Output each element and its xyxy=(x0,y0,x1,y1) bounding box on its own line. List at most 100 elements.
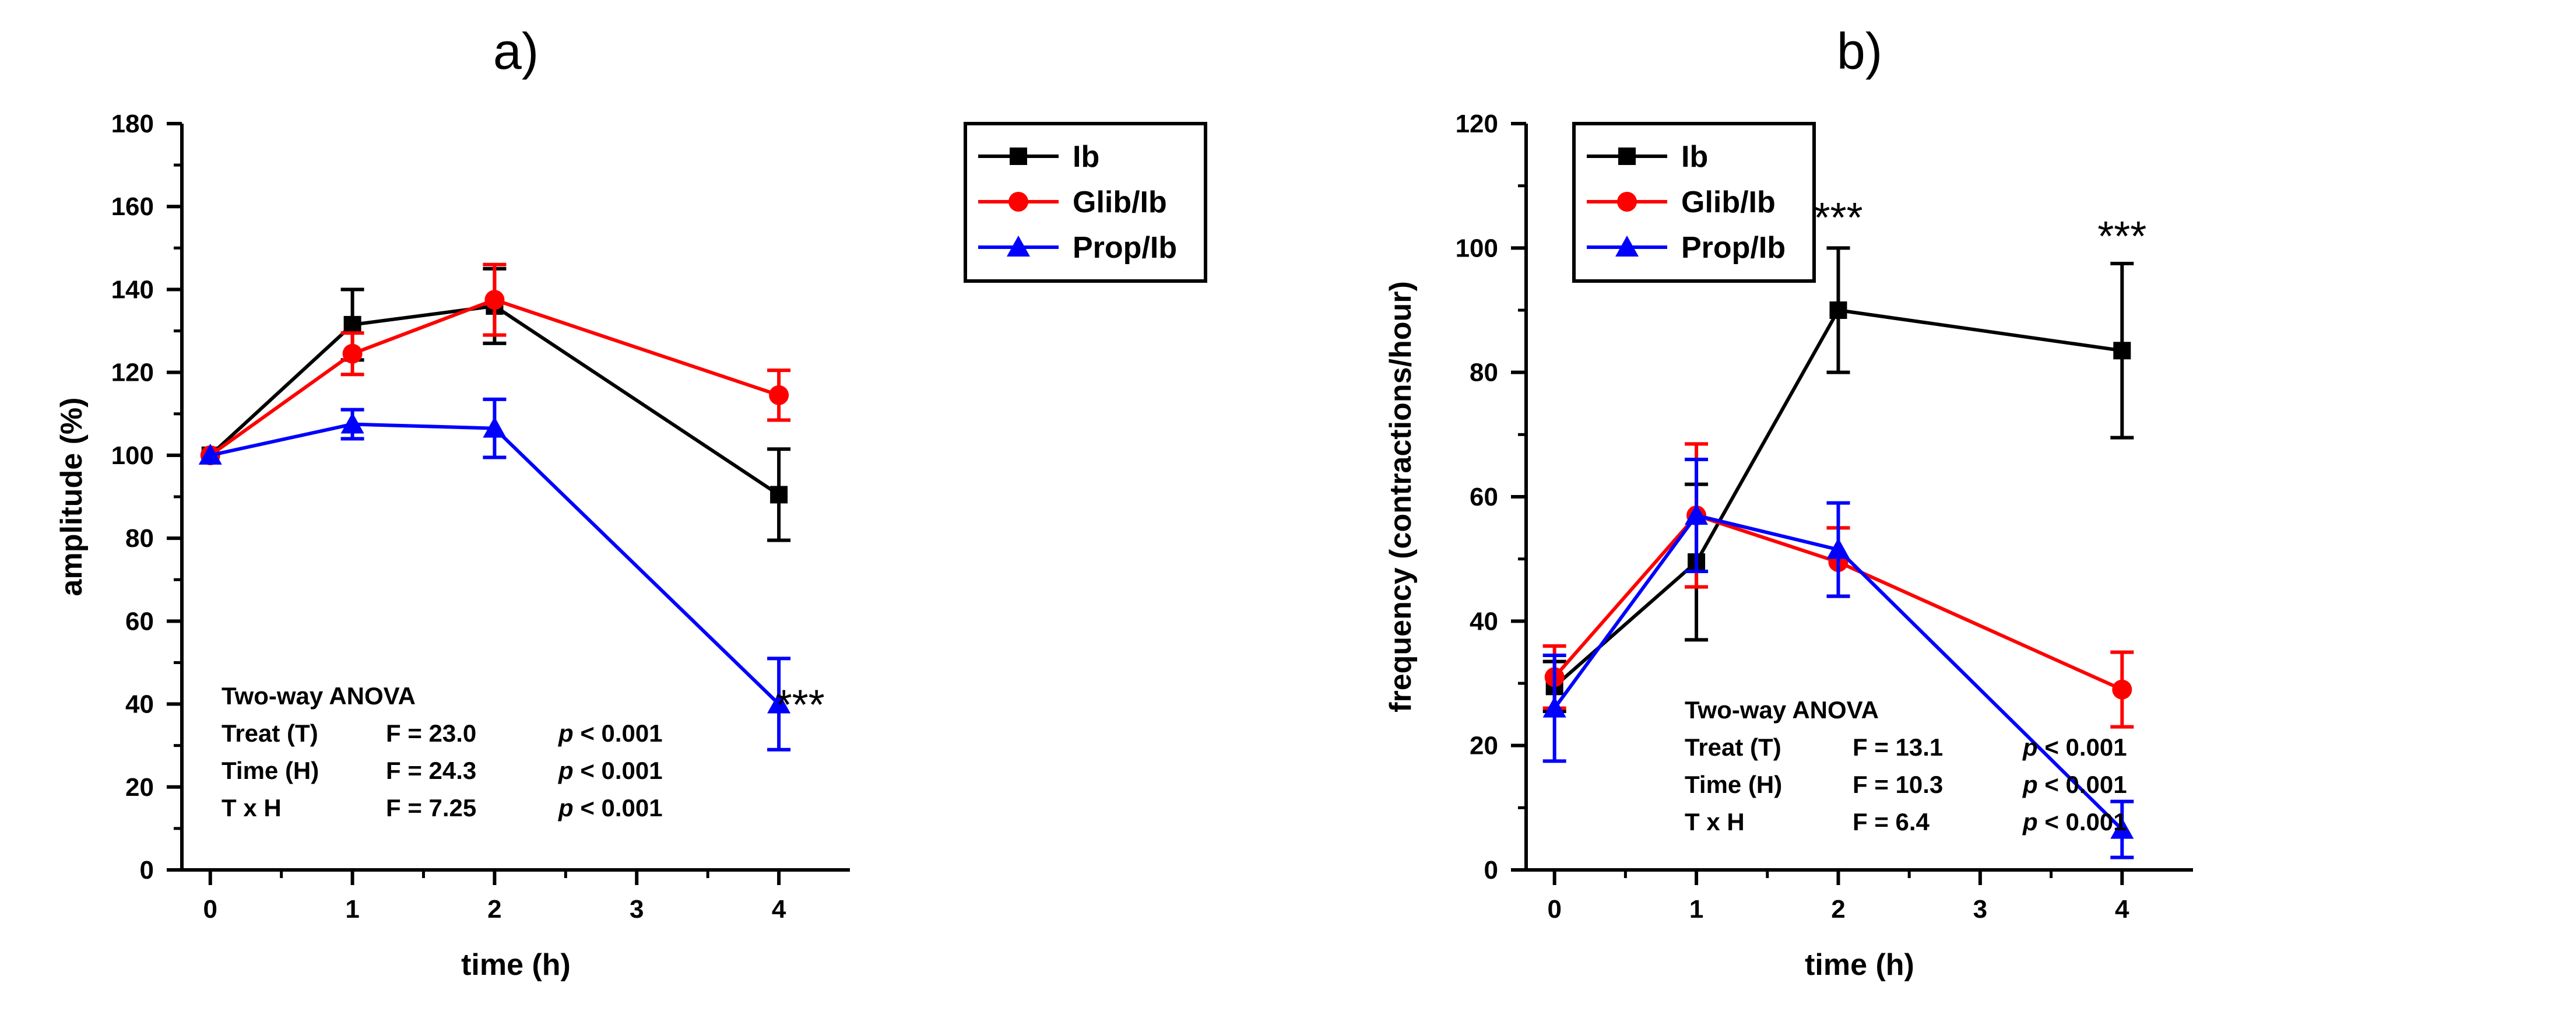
legend-label: Ib xyxy=(1681,140,1708,174)
anova-p-value: p < 0.001 xyxy=(2022,771,2127,798)
data-point xyxy=(2112,679,2132,700)
legend-marker xyxy=(1615,236,1639,257)
data-point xyxy=(769,385,789,405)
series-line xyxy=(210,422,781,705)
legend-label: Glib/Ib xyxy=(1073,185,1167,219)
y-tick-label: 60 xyxy=(1470,483,1498,511)
anova-table: Two-way ANOVA Treat (T) F = 23.0 p < 0.001 T… xyxy=(222,682,663,822)
legend-label: Glib/Ib xyxy=(1681,185,1776,219)
y-tick-label: 80 xyxy=(125,524,154,553)
anova-p-value: p < 0.001 xyxy=(558,719,663,747)
x-tick-label: 4 xyxy=(772,895,786,924)
anova-p-symbol: p xyxy=(558,719,574,747)
data-point xyxy=(2110,817,2134,839)
y-tick-label: 0 xyxy=(140,856,154,884)
anova-factor-label: T x H xyxy=(1685,808,1745,836)
x-tick-label: 0 xyxy=(203,895,217,924)
data-point xyxy=(767,692,791,714)
anova-f-value: F = 24.3 xyxy=(386,757,476,784)
anova-p-value: p < 0.001 xyxy=(2022,733,2127,761)
x-tick-label: 3 xyxy=(630,895,644,924)
anova-f-value: F = 23.0 xyxy=(386,719,476,747)
anova-f-value: F = 13.1 xyxy=(1853,733,1943,761)
y-tick-label: 20 xyxy=(125,773,154,802)
series-line xyxy=(209,298,780,457)
panel-b: b) 0 20 40 60 80 100 120 0 1 2 3 4 time (h) frequency … xyxy=(1384,22,2193,982)
significance-label: *** xyxy=(2097,213,2146,260)
anova-p-symbol: p xyxy=(558,757,574,784)
anova-p-threshold: < 0.001 xyxy=(2038,808,2127,836)
anova-f-value: F = 7.25 xyxy=(386,794,476,822)
anova-p-value: p < 0.001 xyxy=(558,794,663,822)
y-axis-label: amplitude (%) xyxy=(55,398,89,596)
series-prop-ib xyxy=(198,397,791,752)
y-tick-label: 80 xyxy=(1470,359,1498,387)
data-point xyxy=(1542,696,1566,718)
anova-p-threshold: < 0.001 xyxy=(2038,771,2127,798)
anova-table: Two-way ANOVA Treat (T) F = 13.1 p < 0.001 T… xyxy=(1685,696,2127,836)
significance-label: *** xyxy=(776,682,825,729)
x-tick-label: 0 xyxy=(1547,895,1561,924)
series-line xyxy=(1553,513,2123,691)
y-tick-label: 60 xyxy=(125,607,154,636)
data-point xyxy=(1685,504,1709,525)
y-tick-label: 120 xyxy=(1456,110,1498,138)
x-axis-label: time (h) xyxy=(461,948,571,982)
data-point xyxy=(1829,301,1847,319)
panel-title: a) xyxy=(493,22,539,80)
legend-label: Prop/Ib xyxy=(1073,231,1177,265)
y-tick-label: 140 xyxy=(111,275,154,304)
y-tick-label: 100 xyxy=(111,441,154,470)
legend-marker xyxy=(1617,192,1637,212)
anova-f-value: F = 10.3 xyxy=(1853,771,1943,798)
series-line xyxy=(1553,513,2124,831)
y-tick-label: 40 xyxy=(1470,607,1498,636)
data-point xyxy=(1826,538,1850,559)
series-ib xyxy=(1542,246,2134,713)
anova-title: Two-way ANOVA xyxy=(1685,696,1879,724)
legend-marker xyxy=(1008,192,1028,212)
data-point xyxy=(484,290,505,310)
anova-p-symbol: p xyxy=(558,794,574,822)
anova-factor-label: Time (H) xyxy=(222,757,319,784)
legend-marker xyxy=(1618,148,1636,165)
data-point xyxy=(483,416,507,438)
y-tick-label: 160 xyxy=(111,192,154,221)
anova-p-threshold: < 0.001 xyxy=(574,757,663,784)
x-tick-label: 2 xyxy=(487,895,501,924)
x-tick-label: 3 xyxy=(1973,895,1987,924)
anova-factor-label: Time (H) xyxy=(1685,771,1782,798)
x-axis-label: time (h) xyxy=(1805,948,1914,982)
legend-marker xyxy=(1007,236,1030,257)
anova-f-value: F = 6.4 xyxy=(1853,808,1930,836)
anova-factor-label: Treat (T) xyxy=(222,719,318,747)
y-tick-label: 40 xyxy=(125,690,154,719)
data-point xyxy=(2113,342,2131,360)
anova-factor-label: T x H xyxy=(222,794,282,822)
significance-label: *** xyxy=(1814,195,1862,241)
anova-p-symbol: p xyxy=(2022,771,2038,798)
anova-p-threshold: < 0.001 xyxy=(574,794,663,822)
anova-p-symbol: p xyxy=(2022,808,2038,836)
y-tick-label: 0 xyxy=(1484,856,1498,884)
anova-p-threshold: < 0.001 xyxy=(2038,733,2127,761)
data-point xyxy=(770,486,788,504)
panel-a: a) 0 20 40 60 80 100 120 140 160 180 0 1 2 3 4 time (h) a… xyxy=(55,22,1207,982)
legend-marker xyxy=(1010,148,1027,165)
x-tick-label: 1 xyxy=(345,895,359,924)
y-tick-label: 180 xyxy=(111,110,154,138)
anova-factor-label: Treat (T) xyxy=(1685,733,1781,761)
y-tick-label: 20 xyxy=(1470,732,1498,760)
legend-label: Ib xyxy=(1073,140,1099,174)
series-prop-ib xyxy=(1542,458,2134,859)
series-line xyxy=(209,304,780,496)
data-point xyxy=(198,443,222,465)
data-point xyxy=(340,412,364,434)
series-glib-ib xyxy=(200,262,791,465)
data-point xyxy=(343,315,361,334)
x-tick-label: 2 xyxy=(1831,895,1845,924)
anova-p-threshold: < 0.001 xyxy=(574,719,663,747)
data-point xyxy=(342,343,363,364)
y-axis-label: frequency (contractions/hour) xyxy=(1384,281,1418,712)
